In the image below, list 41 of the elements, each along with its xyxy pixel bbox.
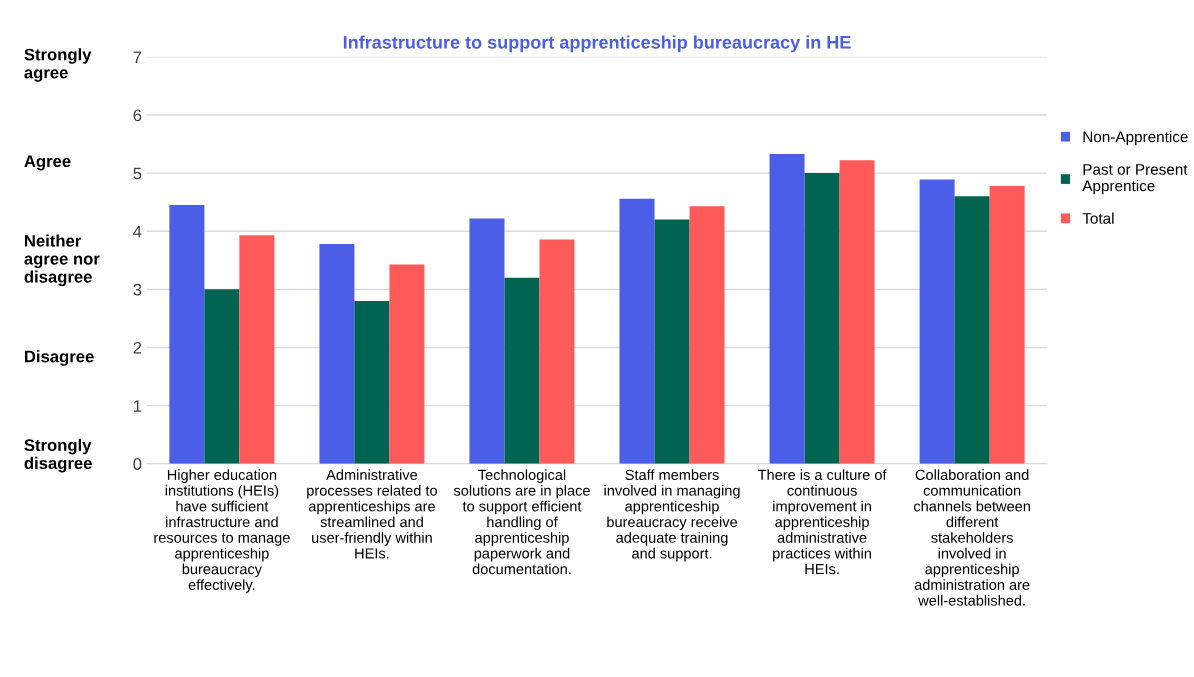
text: Agree: [24, 155, 71, 171]
x-tick-label: Technological solutions are in place to support efficient handling of apprenticeship paperwork and documentation.: [453, 469, 590, 575]
bar: [989, 185, 1025, 464]
y-tick-label: 1: [134, 400, 142, 412]
category-label: Collaboration and communication channels between different stakeholders involved in apprenticeship administration are well-established.: [913, 469, 1030, 606]
bar: [689, 206, 725, 464]
y-tick-label: 7: [133, 51, 142, 63]
bar: [954, 196, 990, 464]
legend-label: Non-Apprentice: [1083, 131, 1188, 146]
text: Strongly disagree: [24, 438, 92, 473]
bar: [469, 218, 505, 464]
y-tick-label: 2: [133, 341, 142, 354]
x-tick-label: Higher education institutions (HEIs) have sufficient infrastructure and resources to manage apprenticeship bureaucracy effectively.: [154, 469, 290, 593]
bar: [839, 160, 875, 464]
bar: [389, 264, 425, 464]
bar: [169, 205, 205, 464]
x-tick-label: Administrative processes related to apprenticeships are streamlined and user-friendly within HEIs.: [307, 469, 437, 559]
bar: [804, 173, 840, 464]
bar: [919, 179, 955, 464]
bar: [504, 277, 540, 464]
x-tick-label: Staff members involved in managing apprenticeship bureaucracy receive adequate training and support.: [604, 469, 740, 562]
bar: [354, 300, 390, 464]
y-tick-label: 6: [133, 109, 142, 122]
bar: [239, 235, 275, 464]
legend-label: Total: [1082, 212, 1114, 224]
chart-title: Infrastructure to support apprenticeship bureaucracy in HE: [343, 35, 851, 53]
y-tick-label: 5: [133, 167, 142, 180]
bar: [619, 198, 655, 464]
x-tick-label: There is a culture of continuous improvement in apprenticeship administrative practices within HEIs.: [757, 469, 887, 575]
y-tick-label: 4: [133, 225, 142, 238]
bar: [539, 239, 575, 464]
bar: [769, 153, 805, 464]
text: Disagree: [24, 350, 94, 366]
bar: [319, 244, 355, 464]
bar: [654, 219, 690, 464]
legend-label: Past or Present Apprentice: [1082, 164, 1188, 195]
y-tick-label: 3: [133, 283, 142, 296]
bar: [204, 289, 240, 464]
text: Strongly agree: [24, 48, 92, 82]
text: Neither agree nor disagree: [24, 234, 100, 287]
y-tick-label: 0: [133, 458, 142, 470]
